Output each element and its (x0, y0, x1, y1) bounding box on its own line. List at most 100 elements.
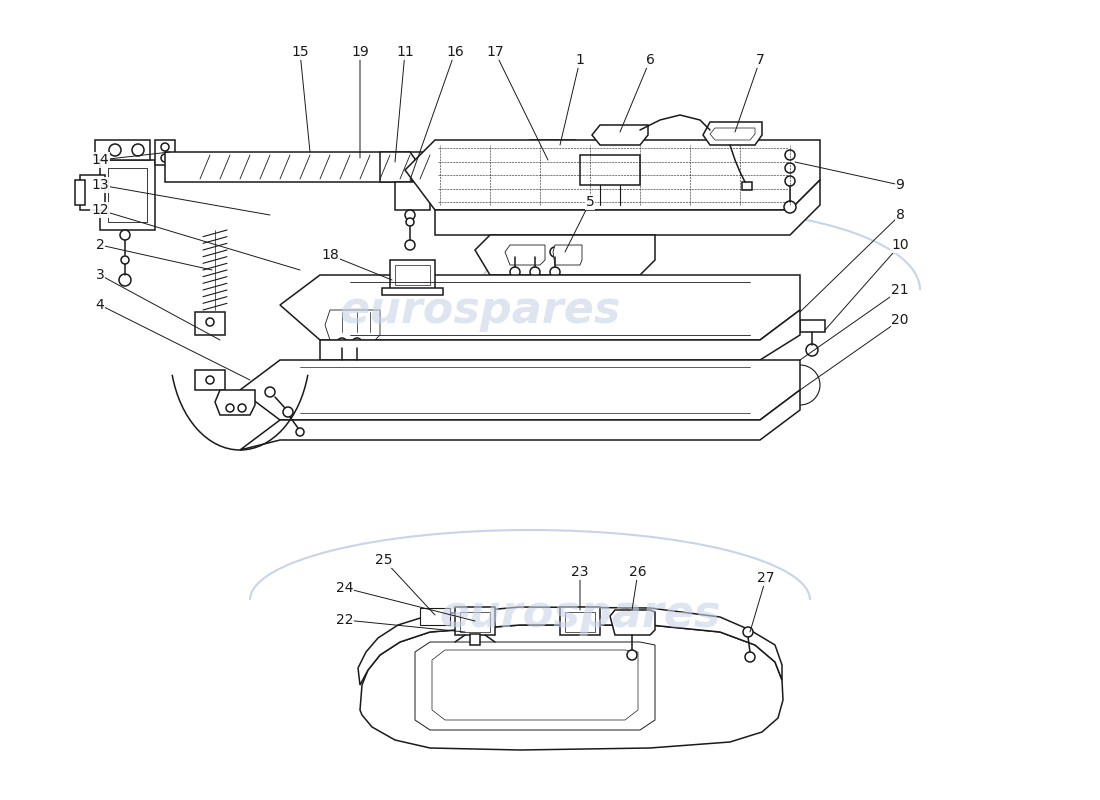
Text: 15: 15 (292, 45, 309, 59)
Polygon shape (280, 275, 800, 340)
Circle shape (352, 338, 362, 348)
Polygon shape (360, 625, 783, 750)
Text: 12: 12 (91, 203, 109, 217)
Polygon shape (455, 607, 495, 635)
Polygon shape (432, 650, 638, 720)
Circle shape (406, 218, 414, 226)
Text: 13: 13 (91, 178, 109, 192)
Polygon shape (610, 610, 654, 635)
Circle shape (265, 387, 275, 397)
Circle shape (550, 247, 560, 257)
Circle shape (405, 210, 415, 220)
Circle shape (109, 144, 121, 156)
Polygon shape (434, 180, 820, 235)
Circle shape (161, 143, 169, 151)
Polygon shape (415, 642, 654, 730)
Polygon shape (100, 160, 155, 230)
Circle shape (296, 428, 304, 436)
Circle shape (283, 407, 293, 417)
Polygon shape (560, 607, 600, 635)
Polygon shape (165, 152, 544, 182)
Circle shape (337, 338, 346, 348)
Polygon shape (395, 265, 430, 285)
Circle shape (550, 267, 560, 277)
Text: 17: 17 (486, 45, 504, 59)
Text: eurospares: eurospares (339, 289, 620, 331)
Polygon shape (742, 182, 752, 190)
Polygon shape (703, 122, 762, 145)
Polygon shape (214, 390, 255, 415)
Circle shape (121, 256, 129, 264)
Circle shape (405, 240, 415, 250)
Polygon shape (592, 125, 648, 145)
Polygon shape (195, 312, 226, 335)
Polygon shape (195, 370, 226, 390)
Circle shape (119, 274, 131, 286)
Text: 9: 9 (895, 178, 904, 192)
Circle shape (510, 267, 520, 277)
Polygon shape (395, 182, 430, 210)
Circle shape (226, 404, 234, 412)
Text: 16: 16 (447, 45, 464, 59)
Circle shape (745, 652, 755, 662)
Text: 5: 5 (585, 195, 594, 209)
Text: 21: 21 (891, 283, 909, 297)
Text: 25: 25 (375, 553, 393, 567)
Polygon shape (538, 148, 566, 182)
Polygon shape (470, 634, 480, 645)
Polygon shape (580, 155, 640, 185)
Text: 18: 18 (321, 248, 339, 262)
Text: 22: 22 (337, 613, 354, 627)
Text: 24: 24 (337, 581, 354, 595)
Circle shape (510, 247, 520, 257)
Text: 6: 6 (646, 53, 654, 67)
Text: 4: 4 (96, 298, 104, 312)
Text: 14: 14 (91, 153, 109, 167)
Circle shape (161, 154, 169, 162)
Polygon shape (460, 612, 490, 632)
Polygon shape (80, 175, 104, 210)
Circle shape (337, 360, 346, 370)
Polygon shape (358, 607, 782, 685)
Circle shape (784, 201, 796, 213)
Circle shape (530, 267, 540, 277)
Circle shape (206, 318, 214, 326)
Text: 11: 11 (396, 45, 414, 59)
Polygon shape (800, 320, 825, 332)
Polygon shape (565, 612, 595, 632)
Polygon shape (240, 360, 800, 420)
Circle shape (120, 230, 130, 240)
Polygon shape (379, 152, 415, 182)
Circle shape (238, 404, 246, 412)
Polygon shape (390, 260, 435, 290)
Polygon shape (324, 310, 380, 340)
Polygon shape (108, 168, 147, 222)
Polygon shape (553, 245, 582, 265)
Polygon shape (320, 310, 800, 360)
Circle shape (742, 627, 754, 637)
Polygon shape (505, 245, 544, 265)
Text: 27: 27 (757, 571, 774, 585)
Text: 10: 10 (891, 238, 909, 252)
Text: 7: 7 (756, 53, 764, 67)
Polygon shape (155, 140, 175, 165)
Text: 1: 1 (575, 53, 584, 67)
Circle shape (206, 376, 214, 384)
Text: 26: 26 (629, 565, 647, 579)
Polygon shape (382, 288, 443, 295)
Text: 23: 23 (571, 565, 588, 579)
Circle shape (785, 150, 795, 160)
Circle shape (530, 247, 540, 257)
Polygon shape (95, 140, 150, 160)
Polygon shape (75, 180, 85, 205)
Polygon shape (710, 128, 755, 140)
Text: 2: 2 (96, 238, 104, 252)
Polygon shape (420, 608, 450, 625)
Text: 8: 8 (895, 208, 904, 222)
Text: eurospares: eurospares (439, 594, 720, 637)
Circle shape (806, 344, 818, 356)
Text: 19: 19 (351, 45, 369, 59)
Circle shape (785, 163, 795, 173)
Circle shape (352, 360, 362, 370)
Polygon shape (530, 140, 575, 190)
